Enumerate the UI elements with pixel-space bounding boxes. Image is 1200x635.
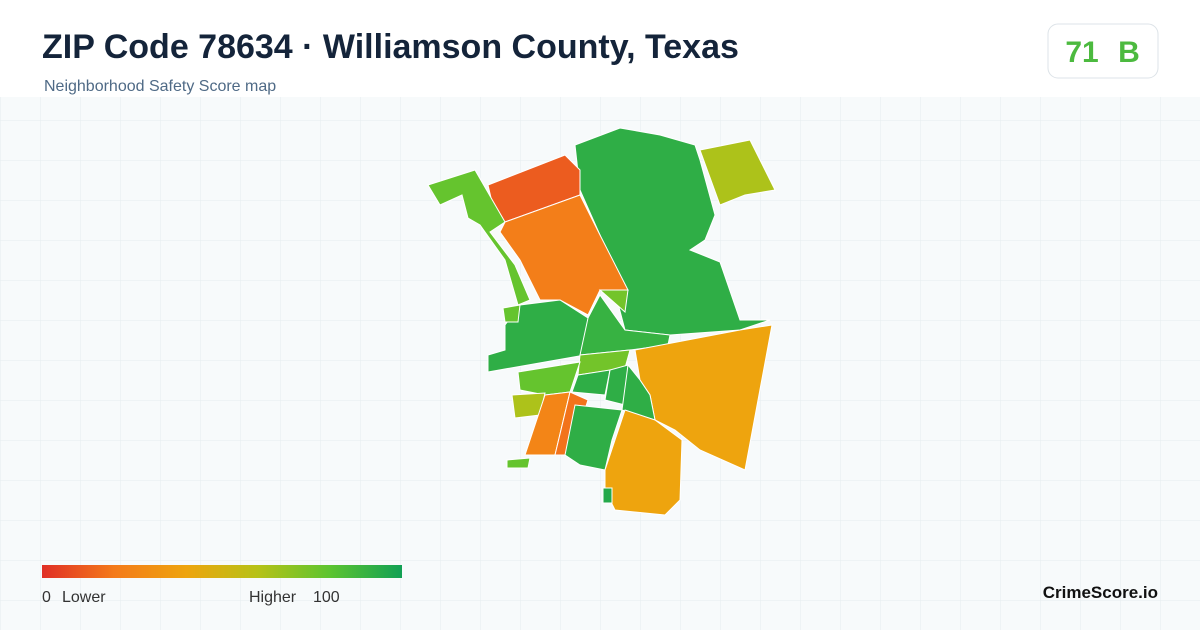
legend-min: 0 (42, 589, 51, 606)
region (506, 457, 531, 469)
score-badge (1047, 23, 1159, 79)
score: 71 (1065, 36, 1098, 69)
legend-max-label: Higher (249, 589, 297, 606)
regions (427, 127, 776, 516)
region (499, 194, 629, 316)
region (604, 409, 683, 516)
region (502, 304, 521, 323)
subtitle: Neighborhood Safety Score map (44, 78, 276, 95)
legend-min-label: Lower (62, 589, 106, 606)
region (621, 363, 656, 421)
legend-bar (42, 565, 402, 578)
title: ZIP Code 78634 · Williamson County, Texa… (42, 28, 739, 66)
brand: CrimeScore.io (1043, 583, 1158, 602)
legend-max: 100 (313, 589, 340, 606)
region (699, 139, 776, 206)
grade: B (1118, 36, 1140, 69)
region (571, 369, 611, 396)
region (602, 487, 613, 504)
region (598, 289, 629, 313)
